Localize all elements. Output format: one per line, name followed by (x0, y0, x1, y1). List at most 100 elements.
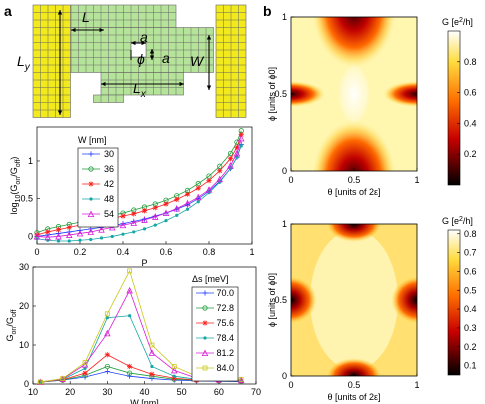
heatmap-top-ytick-label: 1 (282, 12, 287, 22)
heatmap-bottom-cbar-label: 0.2 (464, 342, 477, 352)
chart-d-xtick-label: 70 (251, 387, 261, 397)
device-schematic (32, 4, 247, 118)
chart-c-legend-marker (89, 197, 93, 201)
chart-c-legend-label: 54 (104, 209, 114, 219)
label-W: W (190, 53, 205, 69)
chart-c-point (120, 213, 126, 219)
chart-d-ytick-label: 0 (24, 379, 29, 389)
heatmap-bottom-xtick-label: 0 (288, 380, 293, 390)
arrow-Lx (101, 81, 184, 87)
chart-d-point (127, 363, 133, 370)
chart-c-point (234, 139, 240, 145)
chart-d-ytick-label: 10 (19, 340, 29, 350)
chart-c-point (142, 227, 147, 231)
chart-d-point (82, 360, 88, 365)
colorbar-top (447, 30, 461, 186)
heatmap-bottom-xlabel: θ [units of 2ε] (327, 392, 380, 402)
chart-c-point (227, 162, 234, 169)
label-L: L (82, 9, 90, 25)
heatmap-top-lobe-left (291, 81, 325, 107)
chart-d-legend-marker (202, 320, 208, 326)
heatmap-top-lobe-bottom (312, 120, 396, 171)
chart-c-point (89, 237, 93, 242)
heatmap-bottom-lobe-bottom (326, 358, 382, 376)
chart-d-point (126, 286, 133, 294)
chart-c-point (45, 229, 51, 235)
panel-label-a: a (4, 3, 12, 19)
chart-c-point (46, 238, 50, 242)
chart-c-point (173, 205, 180, 212)
chart-c-point (184, 191, 191, 197)
chart-d-point (104, 368, 110, 375)
heatmap-bottom-lobe-top (326, 224, 382, 242)
heatmap-top-xtick-label: 0 (288, 175, 293, 185)
chart-c-point (205, 186, 213, 193)
chart-c-point (33, 232, 41, 240)
chart-c-point (153, 223, 157, 227)
chart-c-legend: W [nm] 30 36 42 48 54 (77, 135, 119, 228)
chart-d-point (127, 373, 133, 379)
chart-d-xtick-label: 20 (65, 387, 75, 397)
chart-d-ytick-label: 20 (19, 301, 29, 311)
chart-d-point (171, 364, 177, 369)
label-phi: ϕ (137, 51, 145, 67)
chart-c-series-54 (33, 134, 245, 241)
lead-left (32, 4, 71, 118)
chart-c-point (207, 191, 211, 195)
chart-d-point (238, 376, 244, 382)
device-bottom-tab (93, 94, 124, 103)
chart-d-point (170, 366, 178, 374)
chart-c-xtick-label: 0.4 (117, 247, 130, 257)
chart-d-point (104, 311, 110, 317)
chart-d-ytick-label: 30 (19, 262, 29, 272)
chart-c-legend-marker (88, 151, 94, 157)
chart-c-point (66, 224, 72, 230)
chart-d-point (149, 342, 155, 348)
chart-c-point (218, 180, 222, 184)
chart-d-point (127, 370, 133, 376)
chart-c-legend-label: 36 (104, 164, 114, 174)
chart-d-point (128, 314, 132, 318)
chart-d-ylabel: Gon/Goff (5, 309, 18, 341)
heatmap-bottom-cbar-label: 0.4 (464, 304, 477, 314)
chart-d-legend-label: 81.2 (216, 348, 234, 358)
chart-c-point (98, 226, 105, 233)
heatmap-bottom-cbar-label: 0.8 (464, 229, 477, 239)
chart-d-xtick-label: 60 (214, 387, 224, 397)
chart-c-ylabel: log10(Gon/Goff) (9, 157, 22, 215)
chart-c-legend-marker (87, 210, 95, 218)
chart-c-point (217, 168, 223, 174)
label-Lx: Lx (133, 80, 147, 100)
chart-c-point (141, 208, 148, 214)
chart-d-xlabel: W [nm] (130, 398, 159, 404)
label-a-right: a (162, 50, 170, 66)
chart-d-xtick-label: 50 (177, 387, 187, 397)
chart-c-point (227, 150, 234, 157)
chart-d-point (104, 329, 111, 337)
chart-c-legend-marker (88, 181, 94, 187)
chart-c-point (44, 233, 51, 241)
chart-d-point (60, 376, 66, 381)
chart-c-series-42 (34, 131, 244, 238)
heatmap-bottom-lobe-left (291, 276, 317, 324)
chart-c-ytick-label: 0 (28, 231, 33, 241)
chart-c-point (121, 232, 125, 236)
chart-d-legend-label: 70.0 (216, 288, 234, 298)
heatmap-bottom-cbar-label: 0.5 (464, 285, 477, 295)
chart-c-point (99, 236, 104, 240)
chart-c-point (130, 219, 137, 226)
chart-c-legend-label: 42 (104, 179, 114, 189)
heatmap-top-cbar-title: G [e2/h] (442, 17, 473, 27)
chart-c-point (56, 239, 61, 243)
chart-c-xtick-label: 0.6 (160, 247, 173, 257)
chart-d-point (105, 316, 109, 320)
chart-c-line-36 (36, 130, 242, 234)
chart-d-point (172, 374, 176, 378)
chart-d-legend-label: 78.4 (216, 333, 234, 343)
chart-c-point (196, 200, 200, 204)
chart-d-legend-marker (203, 336, 207, 340)
heatmap-bottom-cbar-label: 0.1 (464, 361, 477, 371)
chart-d-point (149, 371, 155, 377)
chart-c-point (195, 193, 202, 201)
